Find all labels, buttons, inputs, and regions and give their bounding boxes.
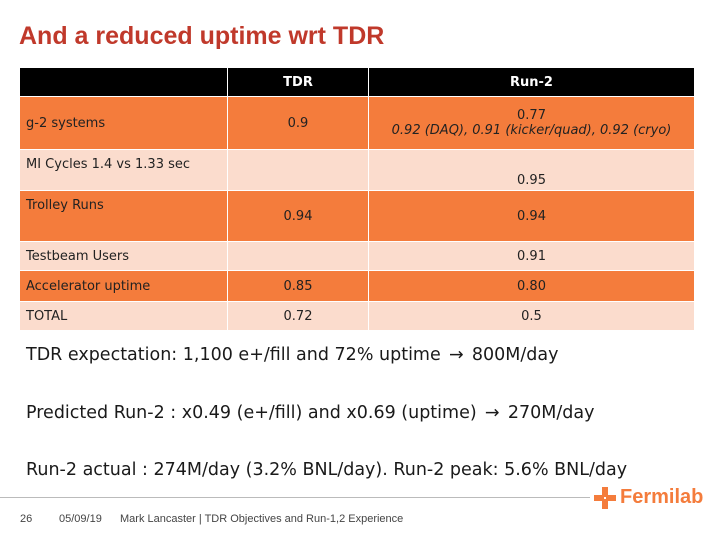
- row-tdr: [227, 149, 369, 191]
- footer-text: Mark Lancaster | TDR Objectives and Run-…: [120, 513, 404, 525]
- run2-actual-line: Run-2 actual : 274M/day (3.2% BNL/day). …: [26, 460, 628, 480]
- table-row: Trolley Runs 0.94 0.94: [19, 190, 695, 242]
- row-tdr: 0.72: [227, 301, 369, 331]
- predicted-run2-line: Predicted Run-2 : x0.49 (e+/fill) and x0…: [26, 403, 594, 423]
- tdr-expectation-line: TDR expectation: 1,100 e+/fill and 72% u…: [26, 345, 559, 365]
- fermilab-logo-icon: [594, 486, 616, 509]
- row-run2: 0.91: [368, 241, 695, 271]
- row-run2-line1: 0.77: [517, 108, 546, 123]
- row-tdr: 0.9: [227, 96, 369, 150]
- header-blank: [19, 67, 228, 97]
- row-run2: 0.77 0.92 (DAQ), 0.91 (kicker/quad), 0.9…: [368, 96, 695, 150]
- header-run2: Run-2: [368, 67, 695, 97]
- tdr-expectation-text: TDR expectation: 1,100 e+/fill and 72% u…: [26, 345, 441, 365]
- table-row: TOTAL 0.72 0.5: [19, 301, 695, 331]
- row-tdr: [227, 241, 369, 271]
- row-run2: 0.5: [368, 301, 695, 331]
- row-label: TOTAL: [19, 301, 228, 331]
- row-label: MI Cycles 1.4 vs 1.33 sec: [19, 149, 228, 191]
- row-run2: 0.94: [368, 190, 695, 242]
- table-row: Testbeam Users 0.91: [19, 241, 695, 271]
- row-run2-line2: 0.92 (DAQ), 0.91 (kicker/quad), 0.92 (cr…: [391, 123, 672, 138]
- fermilab-logo: Fermilab: [594, 486, 703, 509]
- table-row: g-2 systems 0.9 0.77 0.92 (DAQ), 0.91 (k…: [19, 96, 695, 150]
- slide-title: And a reduced uptime wrt TDR: [19, 22, 385, 50]
- table-header-row: TDR Run-2: [19, 67, 695, 97]
- predicted-run2-text: Predicted Run-2 : x0.49 (e+/fill) and x0…: [26, 403, 477, 423]
- right-arrow-icon: →: [448, 345, 464, 365]
- row-tdr: 0.94: [227, 190, 369, 242]
- row-tdr: 0.85: [227, 270, 369, 302]
- row-run2: 0.80: [368, 270, 695, 302]
- row-run2: 0.95: [368, 149, 695, 191]
- table-row: Accelerator uptime 0.85 0.80: [19, 270, 695, 302]
- right-arrow-icon: →: [484, 403, 500, 423]
- uptime-table: TDR Run-2 g-2 systems 0.9 0.77 0.92 (DAQ…: [19, 67, 695, 331]
- row-label: g-2 systems: [19, 96, 228, 150]
- predicted-run2-result: 270M/day: [507, 403, 595, 423]
- row-label: Trolley Runs: [19, 190, 228, 242]
- header-tdr: TDR: [227, 67, 369, 97]
- footer-divider: [0, 497, 590, 498]
- row-label: Accelerator uptime: [19, 270, 228, 302]
- row-label: Testbeam Users: [19, 241, 228, 271]
- page-number: 26: [20, 513, 33, 525]
- tdr-expectation-result: 800M/day: [471, 345, 559, 365]
- footer-date: 05/09/19: [59, 513, 102, 525]
- fermilab-logo-text: Fermilab: [620, 486, 704, 508]
- table-row: MI Cycles 1.4 vs 1.33 sec 0.95: [19, 149, 695, 191]
